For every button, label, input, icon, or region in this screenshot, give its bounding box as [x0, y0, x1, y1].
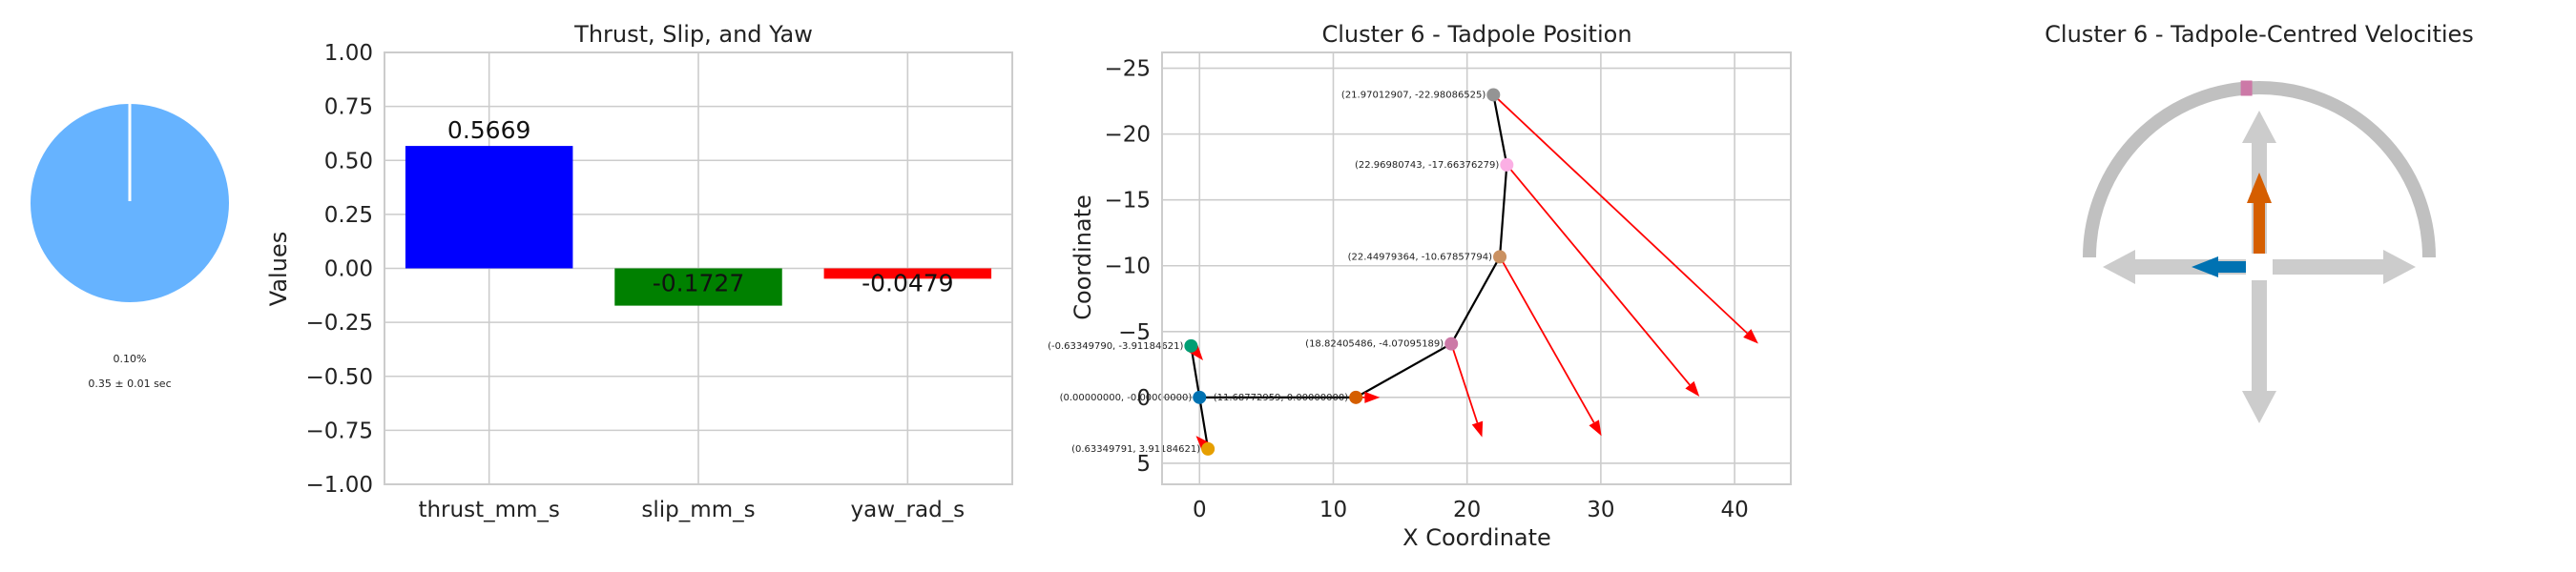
bar-y-tick-label: −0.75: [306, 419, 373, 443]
position-y-tick-label: −20: [1104, 123, 1151, 148]
position-point-label: (0.00000000, -0.00000000): [1060, 393, 1193, 403]
position-y-tick-label: −25: [1104, 57, 1151, 82]
position-x-tick-label: 10: [1319, 498, 1347, 522]
velocity-arrow-shaft: [1506, 164, 1691, 386]
velocity-arrow-head: [1685, 380, 1700, 397]
bar-y-tick-label: 0.50: [324, 149, 373, 174]
position-x-tick-label: 20: [1453, 498, 1481, 522]
velocity-arrow-head: [1189, 344, 1203, 361]
bar-y-tick-label: 0.25: [324, 203, 373, 228]
bar-x-tick-label: slip_mm_s: [641, 498, 755, 522]
bar-plot-frame: [384, 51, 1013, 485]
bar-value-label: 0.5669: [447, 116, 530, 144]
pie-time-label: 0.35 ± 0.01 sec: [88, 378, 171, 390]
position-point-label: (-0.63349790, -3.91184621): [1048, 341, 1183, 352]
bar-chart-title: Thrust, Slip, and Yaw: [573, 21, 813, 48]
position-point-3: [1349, 390, 1363, 404]
position-grid: [1162, 52, 1791, 484]
bar-y-tick-label: 0.00: [324, 257, 373, 282]
bar-yaw_rad_s: [823, 268, 992, 279]
bar-y-tick-label: 1.00: [324, 41, 373, 66]
bar-y-tick-label: 0.75: [324, 95, 373, 120]
position-point-2: [1201, 441, 1215, 456]
position-point-labels: (-0.63349790, -3.91184621) (0.00000000, -…: [1048, 90, 1499, 454]
position-point-label: (0.63349791, 3.91184621): [1071, 444, 1200, 455]
bar-slip_mm_s: [614, 268, 782, 306]
velocity-arrow-head: [1471, 420, 1484, 438]
bar-value-label: -0.1727: [653, 270, 745, 297]
thrust-arrow: [2247, 172, 2272, 254]
bar-y-ticks: −1.00 −0.75 −0.50 −0.25 0.00 0.25 0.50 0.75 1.00: [306, 41, 373, 498]
position-ticks: 0 10 20 30 40 −25 −20 −15 −10 −5 0 5: [1104, 57, 1748, 522]
position-point-1: [1193, 390, 1207, 404]
position-x-tick-label: 0: [1193, 498, 1207, 522]
position-x-axis-label: X Coordinate: [1402, 524, 1551, 551]
velocity-arrows: [1189, 93, 1758, 451]
position-y-tick-label: −15: [1104, 189, 1151, 214]
bar-x-ticks: thrust_mm_s slip_mm_s yaw_rad_s: [418, 498, 965, 522]
velocity-arrow-shaft: [1492, 93, 1748, 335]
guide-arrow-backward: [2242, 280, 2276, 423]
pie-chart: [30, 104, 229, 303]
position-point-6: [1500, 157, 1514, 172]
bar-thrust_mm_s: [405, 146, 573, 269]
velocity-arrow-head: [1364, 391, 1381, 403]
guide-arrow-right: [2273, 250, 2416, 284]
velocity-diagram: [2083, 80, 2436, 423]
position-y-tick-label: 0: [1136, 386, 1151, 411]
position-point-4: [1444, 337, 1459, 351]
position-y-tick-label: 5: [1136, 452, 1151, 477]
velocity-chart-title: Cluster 6 - Tadpole-Centred Velocities: [2045, 21, 2474, 48]
position-point-label: (21.97012907, -22.98086525): [1341, 90, 1485, 100]
position-point-label: (11.68772959, 0.00000000): [1214, 393, 1349, 403]
position-point-label: (22.96980743, -17.66376279): [1355, 160, 1499, 171]
position-point-5: [1493, 250, 1507, 264]
position-x-tick-label: 40: [1720, 498, 1748, 522]
bar-x-tick-label: thrust_mm_s: [418, 498, 559, 522]
yaw-marker: [2240, 80, 2253, 96]
position-y-tick-label: −10: [1104, 255, 1151, 279]
velocity-arrow-head: [1743, 329, 1758, 344]
velocity-arrow-head: [1195, 436, 1211, 451]
position-point-label: (18.82405486, -4.07095189): [1305, 339, 1444, 350]
bar-y-tick-label: −1.00: [306, 473, 373, 498]
position-plot-frame: [1161, 51, 1792, 485]
guide-arrow-left: [2103, 250, 2246, 284]
pie-slice-0: [30, 104, 229, 303]
bar-y-tick-label: −0.50: [306, 365, 373, 390]
position-y-tick-label: −5: [1118, 320, 1151, 345]
position-x-tick-label: 30: [1587, 498, 1614, 522]
position-points: [1184, 88, 1514, 456]
position-chart-title: Cluster 6 - Tadpole Position: [1321, 21, 1631, 48]
yaw-arc: [2083, 81, 2436, 258]
bar-y-axis-label: Values: [265, 232, 292, 306]
position-point-7: [1486, 88, 1501, 102]
bar-y-tick-label: −0.25: [306, 311, 373, 336]
pie-percent-label: 0.10%: [114, 353, 147, 365]
bar-value-label: -0.0479: [862, 270, 954, 297]
velocity-arrow-shaft: [1499, 255, 1595, 423]
velocity-arrow-head: [1589, 419, 1602, 437]
position-point-0: [1184, 338, 1198, 353]
slip-arrow: [2192, 256, 2246, 277]
position-y-axis-label: Coordinate: [1070, 194, 1096, 320]
bar-x-tick-label: yaw_rad_s: [851, 498, 966, 522]
position-point-label: (22.44979364, -10.67857794): [1348, 252, 1492, 262]
velocity-arrow-shaft: [1450, 343, 1479, 423]
bar-series: 0.5669 -0.1727 -0.0479: [405, 116, 992, 306]
